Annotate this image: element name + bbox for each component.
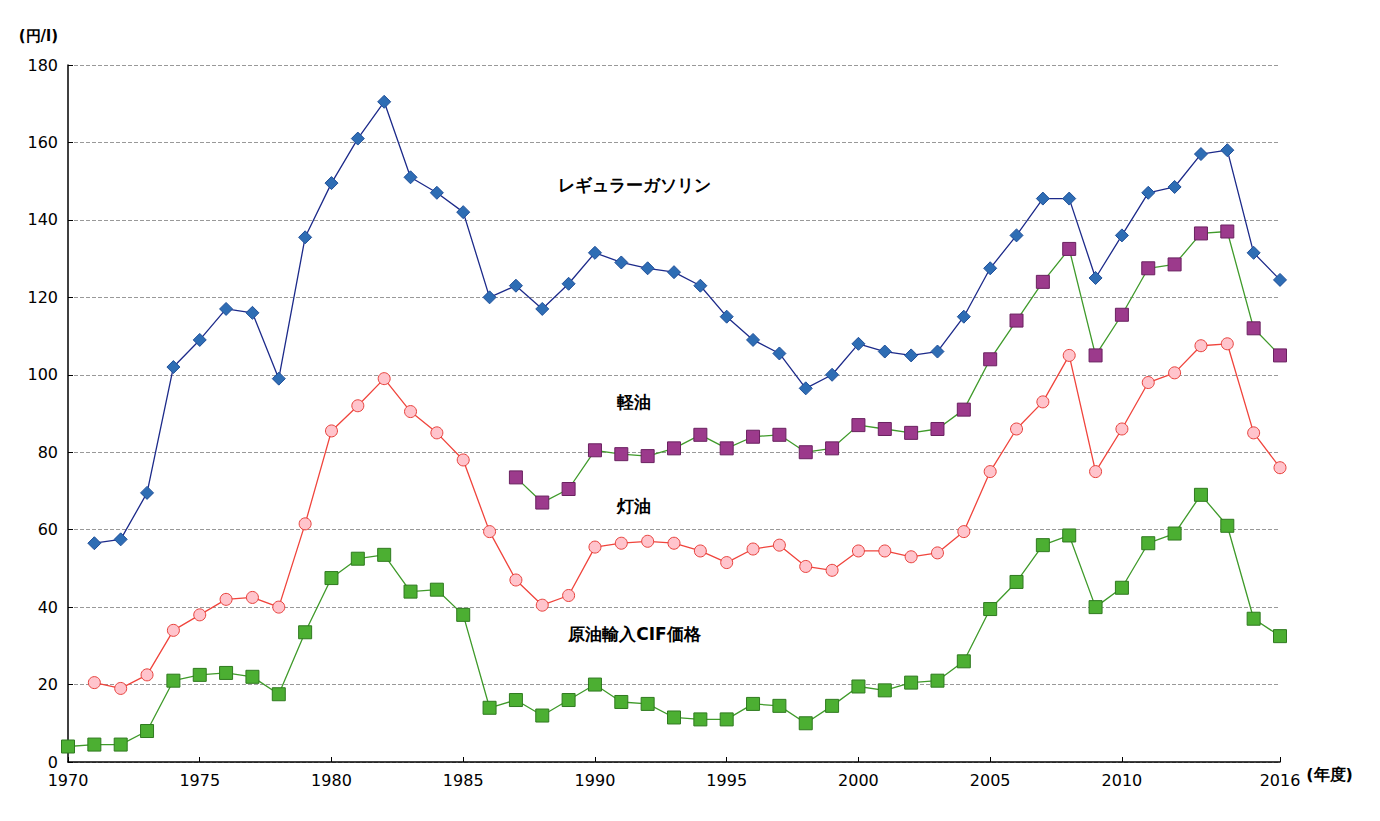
- svg-text:140: 140: [27, 210, 58, 229]
- svg-text:(年度): (年度): [1306, 765, 1353, 784]
- svg-text:40: 40: [38, 598, 58, 617]
- svg-text:1985: 1985: [443, 771, 484, 790]
- svg-text:(円/l): (円/l): [19, 27, 58, 45]
- svg-text:100: 100: [27, 365, 58, 384]
- svg-text:灯油: 灯油: [616, 496, 651, 516]
- svg-text:レギュラーガソリン: レギュラーガソリン: [558, 175, 711, 195]
- svg-text:1975: 1975: [179, 771, 220, 790]
- svg-text:160: 160: [27, 133, 58, 152]
- svg-text:180: 180: [27, 56, 58, 75]
- svg-text:0: 0: [48, 753, 58, 772]
- svg-text:60: 60: [38, 520, 58, 539]
- svg-text:2000: 2000: [838, 771, 879, 790]
- svg-text:1995: 1995: [706, 771, 747, 790]
- svg-text:2016: 2016: [1260, 771, 1301, 790]
- svg-text:1990: 1990: [575, 771, 616, 790]
- svg-text:120: 120: [27, 288, 58, 307]
- svg-text:20: 20: [38, 675, 58, 694]
- svg-text:2005: 2005: [970, 771, 1011, 790]
- svg-text:1970: 1970: [48, 771, 89, 790]
- svg-text:80: 80: [38, 443, 58, 462]
- svg-text:軽油: 軽油: [616, 392, 651, 412]
- svg-text:2010: 2010: [1102, 771, 1143, 790]
- svg-text:原油輸入CIF価格: 原油輸入CIF価格: [567, 624, 701, 644]
- svg-text:1980: 1980: [311, 771, 352, 790]
